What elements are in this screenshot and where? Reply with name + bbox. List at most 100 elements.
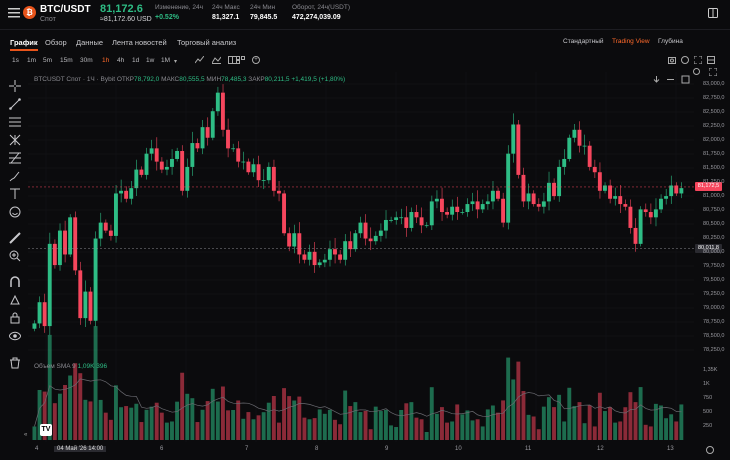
volume-bar: [42, 391, 47, 440]
volume-bar: [32, 426, 37, 440]
timeframe-5m[interactable]: 5m: [43, 57, 53, 64]
indicators-icon[interactable]: [212, 56, 221, 64]
add-compare-icon[interactable]: +: [252, 56, 260, 64]
magnet-icon[interactable]: [9, 276, 21, 288]
timeframe-1m[interactable]: 1m: [27, 57, 37, 64]
candle-body: [506, 153, 511, 223]
bitcoin-logo-icon: ₿: [23, 6, 36, 19]
price-axis-label: 78,250,0: [703, 347, 725, 353]
volume-bar: [185, 393, 190, 440]
zoom-in-icon[interactable]: [9, 250, 21, 262]
trash-icon[interactable]: [9, 357, 21, 369]
volume-sma-value: 396: [96, 363, 108, 370]
maximize-icon[interactable]: [681, 75, 690, 84]
candle-body: [460, 212, 465, 213]
candle-body: [282, 193, 286, 234]
ruler-icon[interactable]: [9, 232, 21, 244]
timeframe-30m[interactable]: 30m: [80, 57, 93, 64]
price-chart[interactable]: [28, 72, 694, 442]
candle-body: [154, 148, 159, 162]
trend-line-icon[interactable]: [9, 98, 21, 110]
view-standard[interactable]: Стандартный: [563, 38, 604, 45]
chart-settings-icon[interactable]: [681, 56, 689, 64]
volume-bar: [608, 407, 612, 440]
timeframe-more-icon[interactable]: ▾: [174, 59, 178, 65]
tab-chart[interactable]: График: [10, 38, 38, 51]
expand-icon[interactable]: [694, 56, 702, 64]
candle-body: [256, 164, 261, 181]
timeframe-1h[interactable]: 1h: [102, 57, 110, 64]
panel-toggle-icon[interactable]: [708, 8, 718, 18]
volume-bar: [37, 389, 42, 440]
volume-bar: [88, 401, 93, 440]
timeframe-1M[interactable]: 1M: [161, 57, 171, 64]
candle-body: [297, 233, 302, 255]
candle-body: [103, 222, 108, 231]
candle-body: [302, 254, 307, 260]
timeframe-1s[interactable]: 1s: [12, 57, 19, 64]
candle-body: [480, 204, 485, 210]
volume-bar: [78, 373, 83, 440]
stay-in-drawing-icon[interactable]: [9, 294, 21, 306]
auto-scale-icon[interactable]: [706, 446, 714, 454]
lock-icon[interactable]: [9, 312, 21, 324]
volume-bar: [531, 416, 536, 440]
volume-bar: [521, 391, 526, 440]
volume-bar: [144, 409, 149, 440]
volume-bar: [190, 398, 195, 440]
candle-body: [562, 158, 567, 167]
candle-body: [83, 291, 88, 319]
templates-icon[interactable]: [236, 56, 245, 64]
volume-bar: [440, 407, 444, 440]
volume-bar: [312, 418, 317, 440]
timeframe-4h[interactable]: 4h: [117, 57, 125, 64]
price-axis-label: 82,500,0: [703, 109, 725, 115]
emoji-icon[interactable]: [9, 206, 21, 218]
candle-body: [124, 190, 129, 199]
volume-bar: [373, 406, 378, 440]
volume-bar: [378, 411, 383, 440]
candle-body: [389, 219, 393, 221]
candle-body: [450, 206, 455, 215]
volume-bar: [409, 402, 414, 440]
volume-bar: [68, 375, 73, 440]
candle-body: [623, 204, 628, 207]
pair-name[interactable]: BTC/USDT: [40, 4, 91, 15]
volume-bar: [215, 401, 220, 440]
candle-body: [424, 225, 429, 227]
timeframe-1w[interactable]: 1w: [146, 57, 155, 64]
price-axis-label: 82,250,0: [703, 123, 725, 129]
eye-icon[interactable]: [9, 330, 21, 342]
candle-body: [215, 92, 220, 112]
candle-body: [628, 206, 633, 228]
chart-type-icon[interactable]: [195, 56, 204, 64]
menu-icon[interactable]: [8, 8, 20, 18]
tab-trading-analysis[interactable]: Торговый анализ: [177, 38, 237, 47]
text-tool-icon[interactable]: [9, 188, 21, 200]
download-icon[interactable]: [652, 75, 661, 84]
timeframe-15m[interactable]: 15m: [60, 57, 73, 64]
snapshot-icon[interactable]: [707, 56, 715, 64]
pitchfork-icon[interactable]: [9, 134, 21, 146]
candle-body: [134, 169, 139, 189]
candle-body: [608, 185, 612, 199]
volume-bar: [282, 388, 286, 440]
view-tradingview[interactable]: Trading View: [612, 38, 650, 45]
candle-body: [648, 212, 653, 218]
scroll-left-icon[interactable]: «: [24, 432, 28, 438]
camera-icon[interactable]: [668, 56, 676, 64]
candle-body: [210, 111, 215, 138]
volume-bar: [170, 421, 174, 440]
crosshair-icon[interactable]: [9, 80, 21, 92]
horizontal-lines-icon[interactable]: [9, 116, 21, 128]
settings-icon[interactable]: [693, 68, 700, 75]
fib-retracement-icon[interactable]: [9, 152, 21, 164]
minimize-icon[interactable]: [666, 75, 675, 84]
tab-overview[interactable]: Обзор: [45, 38, 67, 47]
timeframe-1d[interactable]: 1d: [132, 57, 140, 64]
tab-news-feed[interactable]: Лента новостей: [112, 38, 167, 47]
candle-body: [597, 172, 602, 191]
brush-icon[interactable]: [9, 170, 21, 182]
view-depth[interactable]: Глубина: [658, 38, 683, 45]
tab-data[interactable]: Данные: [76, 38, 104, 47]
